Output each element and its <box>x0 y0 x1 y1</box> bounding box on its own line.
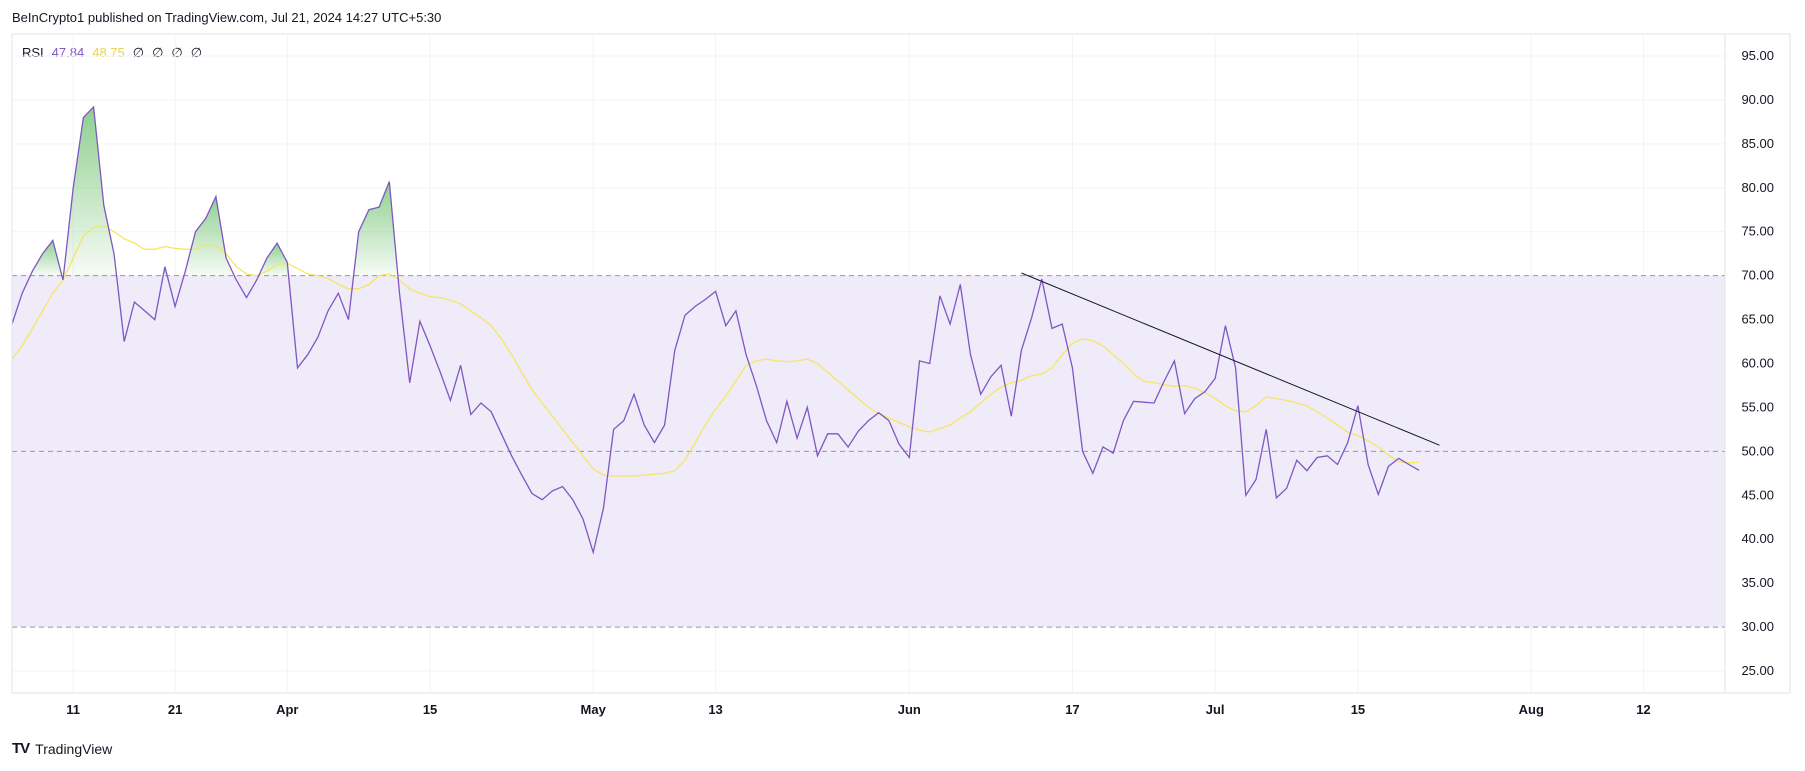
level-lines <box>12 275 1725 628</box>
drawn-trendline[interactable] <box>1021 272 1440 446</box>
rsi-chart[interactable]: 95.00 90.00 85.00 80.00 75.00 70.00 65.00 60.00… <box>0 0 1805 725</box>
na-value-1: ∅ <box>132 45 145 60</box>
y-axis[interactable]: 95.00 90.00 85.00 80.00 75.00 70.00 65.00 60.00… <box>1741 48 1774 678</box>
x-tick-label: 13 <box>708 702 722 717</box>
tradingview-brand[interactable]: TradingView <box>35 740 113 757</box>
tradingview-logo-icon[interactable]: TV <box>12 740 30 757</box>
overbought-fill <box>63 106 117 276</box>
overbought-fill <box>30 240 62 276</box>
x-tick-label: 21 <box>168 702 182 717</box>
x-tick-label: Jul <box>1206 702 1225 717</box>
ma-line <box>11 224 1420 477</box>
na-value-4: ∅ <box>190 45 203 60</box>
y-tick-label: 80.00 <box>1741 180 1774 195</box>
y-tick-label: 95.00 <box>1741 48 1774 63</box>
y-tick-label: 65.00 <box>1741 312 1774 327</box>
x-tick-label: May <box>581 702 607 717</box>
na-value-3: ∅ <box>171 45 183 60</box>
x-tick-label: Jun <box>898 702 921 717</box>
y-tick-label: 90.00 <box>1741 92 1774 107</box>
y-tick-label: 50.00 <box>1741 443 1774 458</box>
x-tick-label: 17 <box>1065 702 1079 717</box>
x-tick-label: 15 <box>423 702 437 717</box>
x-axis[interactable]: 11 21 Apr 15 May 13 Jun 17 Jul 15 Aug 12 <box>66 702 1650 717</box>
y-tick-label: 60.00 <box>1741 356 1774 371</box>
y-tick-label: 30.00 <box>1741 619 1774 634</box>
overbought-fills <box>30 106 398 276</box>
x-tick-label: 11 <box>66 702 80 717</box>
y-tick-label: 75.00 <box>1741 224 1774 239</box>
x-tick-label: 12 <box>1636 702 1650 717</box>
y-tick-label: 85.00 <box>1741 136 1774 151</box>
plot-border <box>11 33 1791 694</box>
y-tick-label: 45.00 <box>1741 487 1774 502</box>
rsi-line <box>11 105 1420 555</box>
x-tick-label: 15 <box>1351 702 1365 717</box>
y-tick-label: 25.00 <box>1741 663 1774 678</box>
chart-frame <box>11 33 1791 694</box>
y-tick-label: 70.00 <box>1741 268 1774 283</box>
y-tick-label: 55.00 <box>1741 399 1774 414</box>
tradingview-footer[interactable]: TV TradingView <box>12 740 112 757</box>
na-value-2: ∅ <box>152 45 164 60</box>
overbought-fill <box>184 196 235 276</box>
y-tick-label: 40.00 <box>1741 531 1774 546</box>
y-tick-label: 35.00 <box>1741 575 1774 590</box>
overbought-fill <box>353 181 398 276</box>
publish-attribution: BeInCrypto1 published on TradingView.com… <box>12 10 442 25</box>
x-tick-label: Apr <box>276 702 298 717</box>
trendline-group[interactable] <box>1021 272 1440 446</box>
series-lines <box>11 105 1420 555</box>
x-tick-label: Aug <box>1519 702 1544 717</box>
